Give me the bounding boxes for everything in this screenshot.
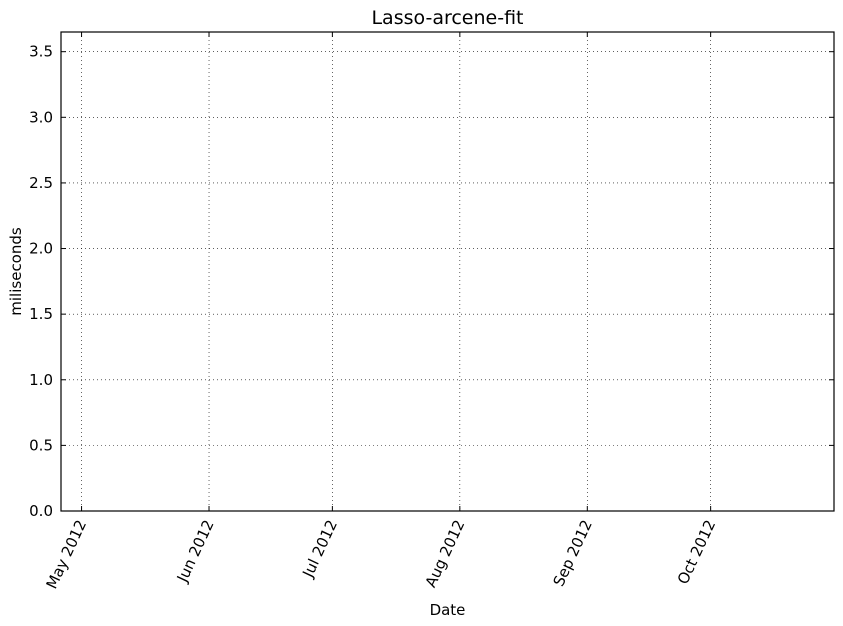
x-tick-label: Oct 2012 xyxy=(674,517,719,587)
y-axis-label: miliseconds xyxy=(7,227,25,316)
x-tick-label: Jul 2012 xyxy=(298,517,341,581)
x-axis-label: Date xyxy=(430,601,466,619)
chart-title: Lasso-arcene-fit xyxy=(371,7,523,29)
grid xyxy=(61,32,834,512)
x-tick-label: Aug 2012 xyxy=(422,517,469,590)
plot-area xyxy=(60,31,835,512)
x-tick-label: Jun 2012 xyxy=(173,517,218,586)
y-axis: 0.0 0.5 1.0 1.5 2.0 2.5 3.0 3.5 xyxy=(29,43,834,520)
x-tick-label: May 2012 xyxy=(43,517,91,592)
y-tick-label: 2.0 xyxy=(29,240,53,258)
y-tick-label: 1.0 xyxy=(29,371,53,389)
y-tick-label: 3.5 xyxy=(29,43,53,61)
y-tick-label: 3.0 xyxy=(29,108,53,126)
y-tick-label: 0.0 xyxy=(29,502,53,520)
y-tick-label: 2.5 xyxy=(29,174,53,192)
x-tick-label: Sep 2012 xyxy=(550,517,596,589)
y-tick-label: 0.5 xyxy=(29,436,53,454)
y-tick-label: 1.5 xyxy=(29,305,53,323)
